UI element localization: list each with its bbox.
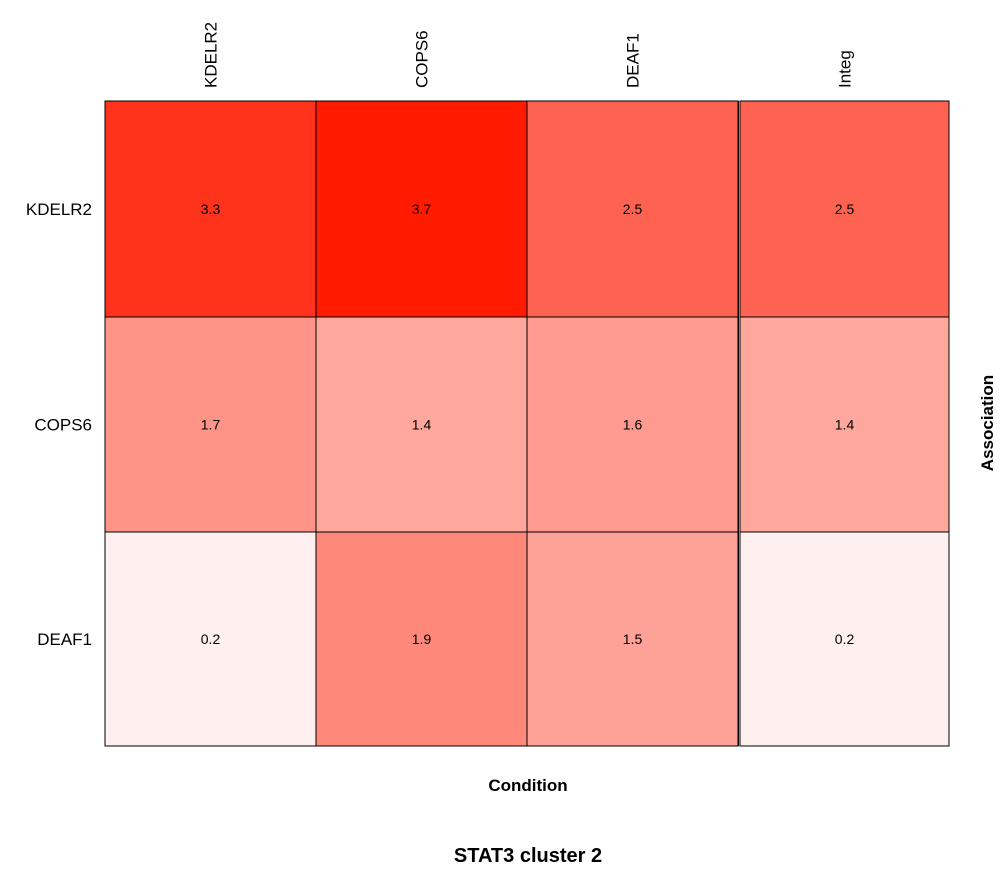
cell-value-label: 1.4 (835, 417, 855, 433)
row-label: KDELR2 (26, 200, 92, 219)
column-label: KDELR2 (202, 22, 221, 88)
heatmap-cells: 3.3 3.7 2.5 2.5 1.7 1.4 1.6 1.4 0.2 1.9 1.5 0.2 (104, 100, 950, 747)
row-labels: KDELR2 COPS6 DEAF1 (26, 200, 92, 649)
heatmap-cell (104, 531, 317, 747)
x-axis-title: Condition (488, 776, 567, 795)
heatmap-cell (315, 100, 528, 318)
cell-value-label: 0.2 (835, 631, 855, 647)
cell-value-label: 1.9 (412, 631, 432, 647)
cell-value-label: 1.6 (623, 417, 643, 433)
heatmap-cell (526, 316, 739, 533)
heatmap-cell (104, 316, 317, 533)
heatmap-cell (315, 531, 528, 747)
cell-value-label: 1.4 (412, 417, 432, 433)
y-axis-title: Association (978, 375, 997, 471)
column-label: COPS6 (413, 30, 432, 88)
heatmap-cell (315, 316, 528, 533)
cell-value-label: 2.5 (835, 201, 855, 217)
cell-value-label: 1.7 (201, 417, 221, 433)
row-label: DEAF1 (37, 630, 92, 649)
row-label: COPS6 (34, 416, 92, 435)
cell-value-label: 0.2 (201, 631, 221, 647)
heatmap-cell (739, 100, 950, 318)
heatmap-cell (739, 531, 950, 747)
heatmap-cell (739, 316, 950, 533)
chart-title: STAT3 cluster 2 (454, 845, 602, 867)
heatmap-cell (104, 100, 317, 318)
column-label: DEAF1 (624, 33, 643, 88)
cell-value-label: 3.3 (201, 201, 221, 217)
cell-value-label: 2.5 (623, 201, 643, 217)
column-labels: KDELR2 COPS6 DEAF1 Integ (202, 22, 855, 88)
heatmap-cell (526, 100, 739, 318)
column-label: Integ (836, 50, 855, 88)
cell-value-label: 1.5 (623, 631, 643, 647)
cell-value-label: 3.7 (412, 201, 432, 217)
